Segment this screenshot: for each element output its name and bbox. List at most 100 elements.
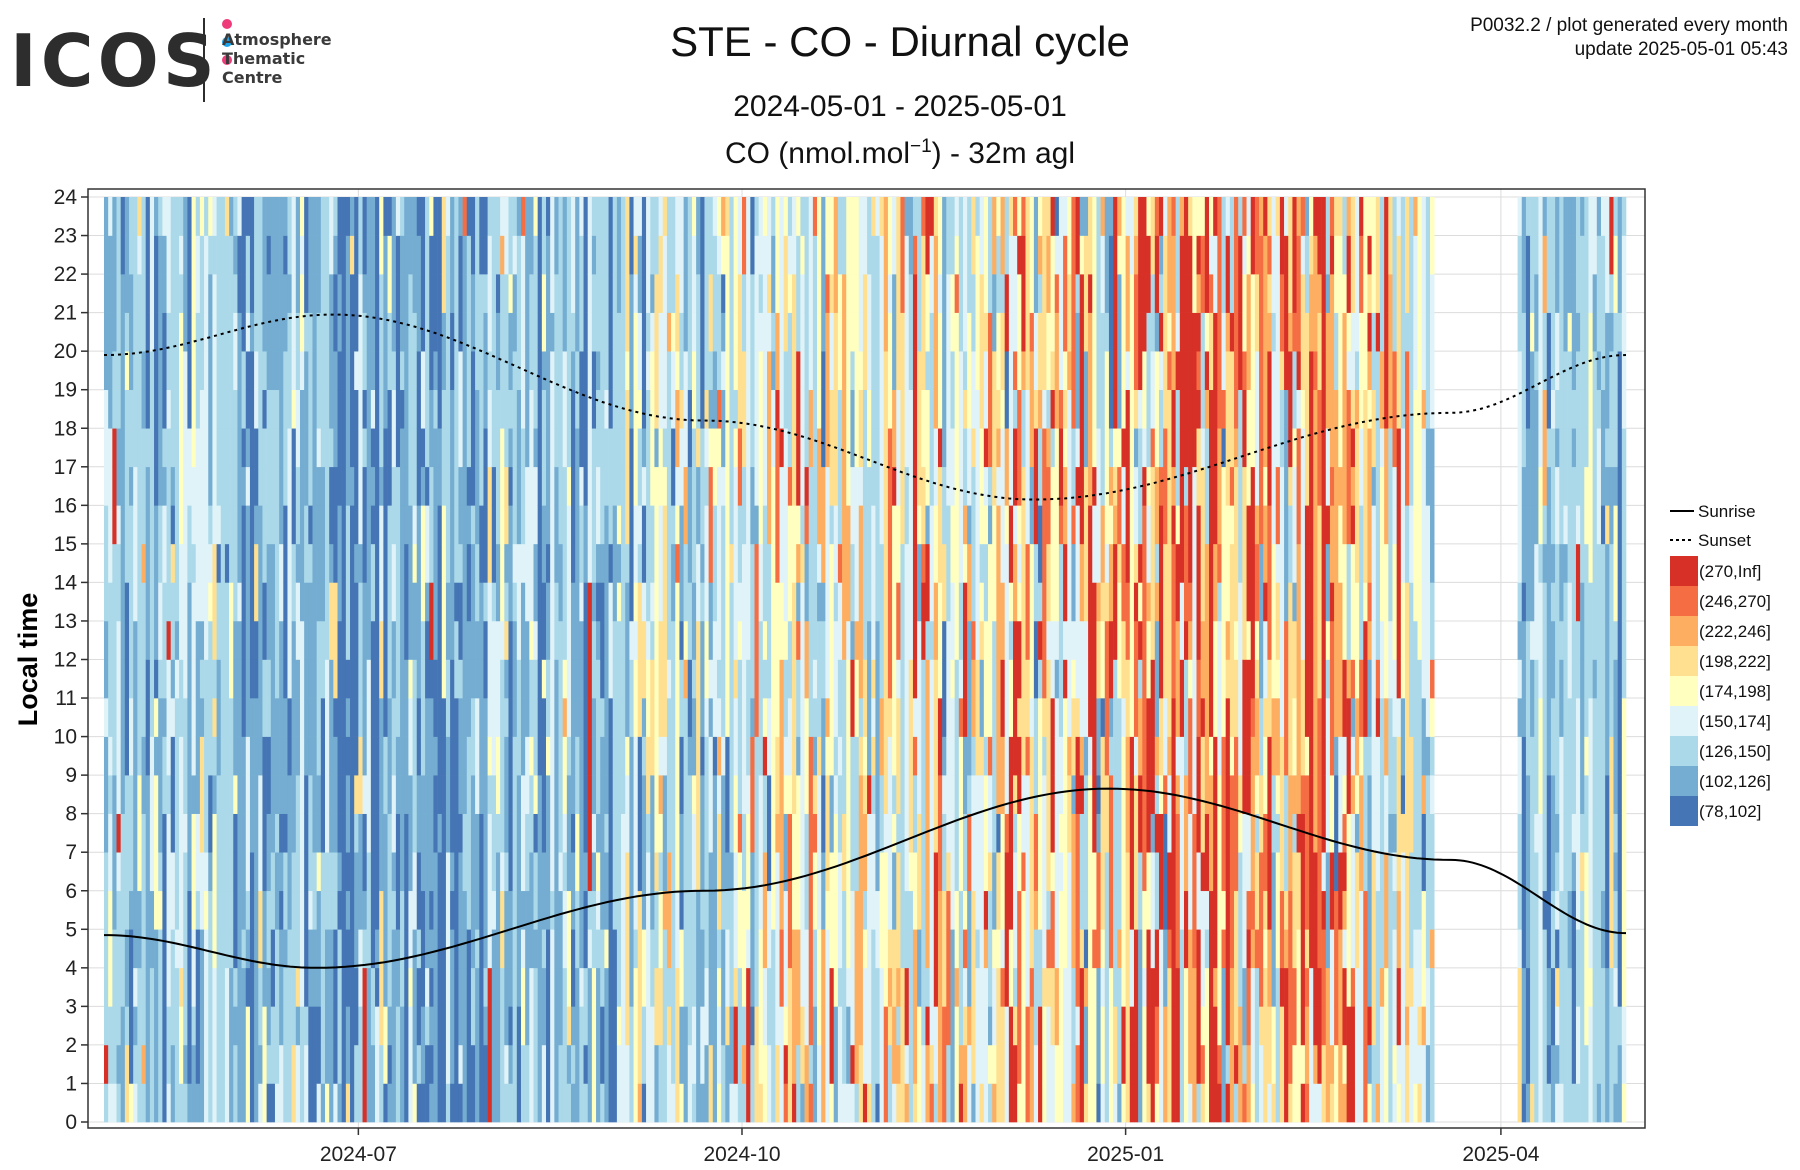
heatmap-cell xyxy=(358,813,363,853)
heatmap-cell xyxy=(771,582,776,622)
heatmap-cell xyxy=(462,813,468,853)
heatmap-cell xyxy=(750,1044,755,1084)
heatmap-cell xyxy=(904,1006,910,1046)
heatmap-cell xyxy=(608,351,614,391)
heatmap-cell xyxy=(537,620,543,660)
heatmap-cell xyxy=(516,813,522,853)
heatmap-cell xyxy=(858,775,864,814)
heatmap-cell xyxy=(154,620,159,660)
heatmap-cell xyxy=(750,967,755,1007)
heatmap-cell xyxy=(958,852,964,892)
heatmap-cell xyxy=(491,620,497,660)
heatmap-cell xyxy=(679,775,684,814)
heatmap-cell xyxy=(833,543,839,583)
heatmap-cell xyxy=(729,197,734,236)
heatmap-cell xyxy=(862,967,868,1007)
heatmap-cell xyxy=(596,505,601,545)
heatmap-cell xyxy=(400,1006,405,1046)
heatmap-cell xyxy=(333,1044,338,1084)
heatmap-cell xyxy=(433,775,438,814)
heatmap-cell xyxy=(767,1006,772,1046)
heatmap-cell xyxy=(562,698,568,737)
heatmap-cell xyxy=(833,1006,839,1046)
heatmap-cell xyxy=(750,852,755,892)
heatmap-cell xyxy=(737,852,743,892)
heatmap-cell xyxy=(295,929,301,969)
heatmap-cell xyxy=(204,698,209,737)
heatmap-cell xyxy=(896,929,901,969)
heatmap-cell xyxy=(224,312,230,352)
heatmap-cell xyxy=(508,736,513,776)
heatmap-cell xyxy=(804,620,810,660)
heatmap-cell xyxy=(600,389,605,429)
heatmap-cell xyxy=(450,389,455,429)
heatmap-cell xyxy=(350,620,355,660)
heatmap-cell xyxy=(712,466,718,506)
heatmap-cell xyxy=(220,389,226,429)
heatmap-cell xyxy=(792,466,797,506)
heatmap-cell xyxy=(329,312,334,352)
heatmap-cell xyxy=(308,890,313,930)
heatmap-cell xyxy=(262,274,267,313)
heatmap-cell xyxy=(533,1044,538,1084)
heatmap-cell xyxy=(141,428,146,468)
heatmap-cell xyxy=(562,389,568,429)
heatmap-cell xyxy=(662,389,668,429)
heatmap-cell xyxy=(550,1083,555,1123)
heatmap-cell xyxy=(337,389,342,429)
heatmap-cell xyxy=(587,466,593,506)
heatmap-cell xyxy=(179,813,184,853)
heatmap-cell xyxy=(946,775,951,814)
heatmap-cell xyxy=(241,312,247,352)
heatmap-cell xyxy=(904,736,910,776)
heatmap-cell xyxy=(696,235,701,275)
heatmap-cell xyxy=(312,466,317,506)
heatmap-cell xyxy=(425,466,430,506)
heatmap-cell xyxy=(541,235,547,275)
heatmap-cell xyxy=(112,890,117,930)
heatmap-cell xyxy=(287,1083,292,1123)
heatmap-cell xyxy=(937,620,943,660)
heatmap-cell xyxy=(767,505,772,545)
heatmap-cell xyxy=(862,929,868,969)
heatmap-cell xyxy=(266,775,272,814)
heatmap-cell xyxy=(829,659,835,699)
heatmap-cell xyxy=(108,1006,113,1046)
heatmap-cell xyxy=(254,466,259,506)
heatmap-cell xyxy=(683,620,689,660)
heatmap-cell xyxy=(871,813,876,853)
heatmap-cell xyxy=(112,466,117,506)
heatmap-cell xyxy=(520,274,526,313)
heatmap-cell xyxy=(917,505,922,545)
heatmap-cell xyxy=(516,1044,522,1084)
heatmap-cell xyxy=(295,698,301,737)
heatmap-cell xyxy=(254,929,259,969)
heatmap-cell xyxy=(412,813,418,853)
heatmap-cell xyxy=(287,428,292,468)
heatmap-cell xyxy=(229,736,234,776)
heatmap-cell xyxy=(391,1083,397,1123)
heatmap-cell xyxy=(925,890,930,930)
heatmap-cell xyxy=(554,813,559,853)
heatmap-cell xyxy=(616,813,622,853)
heatmap-cell xyxy=(391,351,397,391)
heatmap-cell xyxy=(958,543,964,583)
heatmap-cell xyxy=(733,582,739,622)
heatmap-cell xyxy=(921,620,926,660)
heatmap-cell xyxy=(942,389,947,429)
heatmap-cell xyxy=(825,312,830,352)
heatmap-cell xyxy=(174,890,180,930)
unit-prefix: CO (nmol.mol xyxy=(724,137,910,170)
heatmap-cell xyxy=(775,775,780,814)
heatmap-cell xyxy=(704,659,709,699)
heatmap-cell xyxy=(921,659,926,699)
heatmap-cell xyxy=(266,235,272,275)
heatmap-cell xyxy=(946,620,951,660)
heatmap-cell xyxy=(662,312,668,352)
heatmap-cell xyxy=(650,890,655,930)
heatmap-cell xyxy=(679,736,684,776)
heatmap-cell xyxy=(929,466,935,506)
heatmap-cell xyxy=(541,659,547,699)
heatmap-cell xyxy=(771,1083,776,1123)
heatmap-cell xyxy=(792,1006,797,1046)
